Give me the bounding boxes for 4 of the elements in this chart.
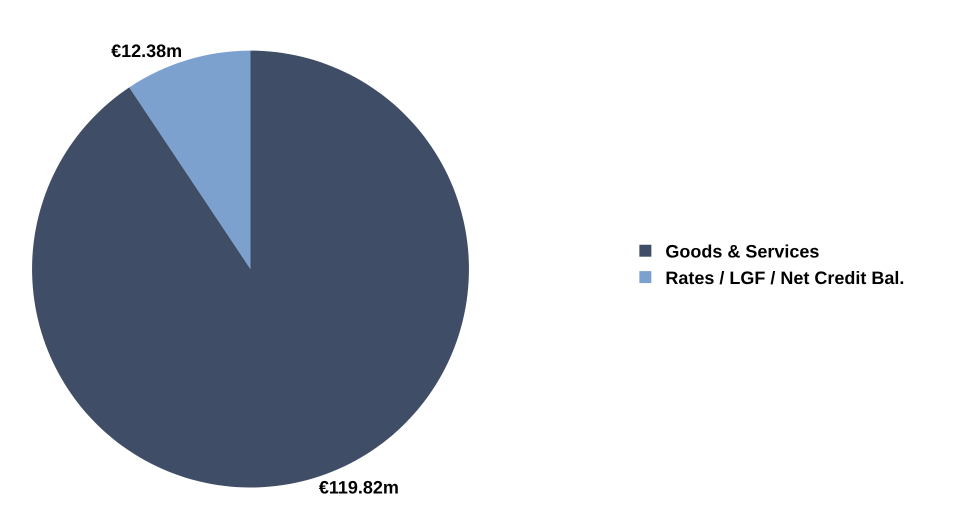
data-label: €119.82m bbox=[318, 477, 399, 498]
data-label: €12.38m bbox=[111, 40, 182, 61]
legend-label: Goods & Services bbox=[665, 242, 820, 262]
legend-label: Rates / LGF / Net Credit Bal. bbox=[665, 268, 904, 288]
